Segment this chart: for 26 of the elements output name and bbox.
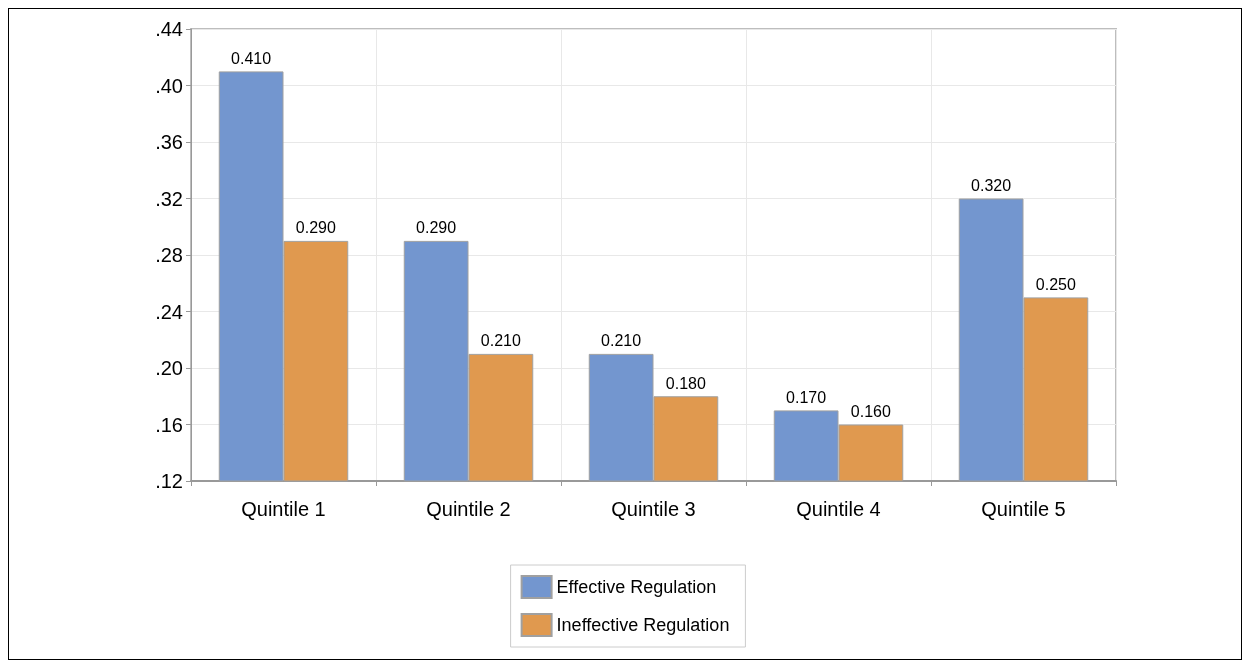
data-label: 0.410 (231, 49, 272, 67)
x-tick-label: Quintile 2 (426, 498, 511, 520)
data-label: 0.180 (665, 374, 706, 392)
x-tick-label: Quintile 5 (981, 498, 1066, 520)
y-tick-label: .20 (155, 357, 183, 379)
x-tick-label: Quintile 1 (241, 498, 326, 520)
data-label: 0.170 (786, 388, 827, 406)
y-tick-label: .16 (155, 413, 183, 436)
y-tick-label: .12 (155, 470, 183, 492)
data-label: 0.320 (971, 177, 1012, 194)
y-tick-label: .32 (155, 187, 183, 210)
y-tick-label: .40 (155, 74, 183, 97)
x-tick-label: Quintile 4 (796, 498, 881, 520)
y-tick-label: .24 (155, 300, 183, 323)
data-label: 0.290 (295, 219, 336, 237)
y-tick-label: .44 (155, 18, 183, 40)
legend-label: Ineffective Regulation (556, 615, 730, 635)
data-label: 0.160 (850, 403, 891, 420)
data-label: 0.290 (416, 219, 457, 237)
y-tick-label: .36 (155, 131, 183, 153)
data-label: 0.210 (480, 332, 521, 350)
data-label: 0.250 (1035, 275, 1076, 293)
legend-label: Effective Regulation (556, 577, 717, 597)
y-tick-label: .28 (155, 244, 183, 266)
data-label: 0.210 (601, 332, 642, 350)
x-tick-label: Quintile 3 (611, 498, 696, 520)
